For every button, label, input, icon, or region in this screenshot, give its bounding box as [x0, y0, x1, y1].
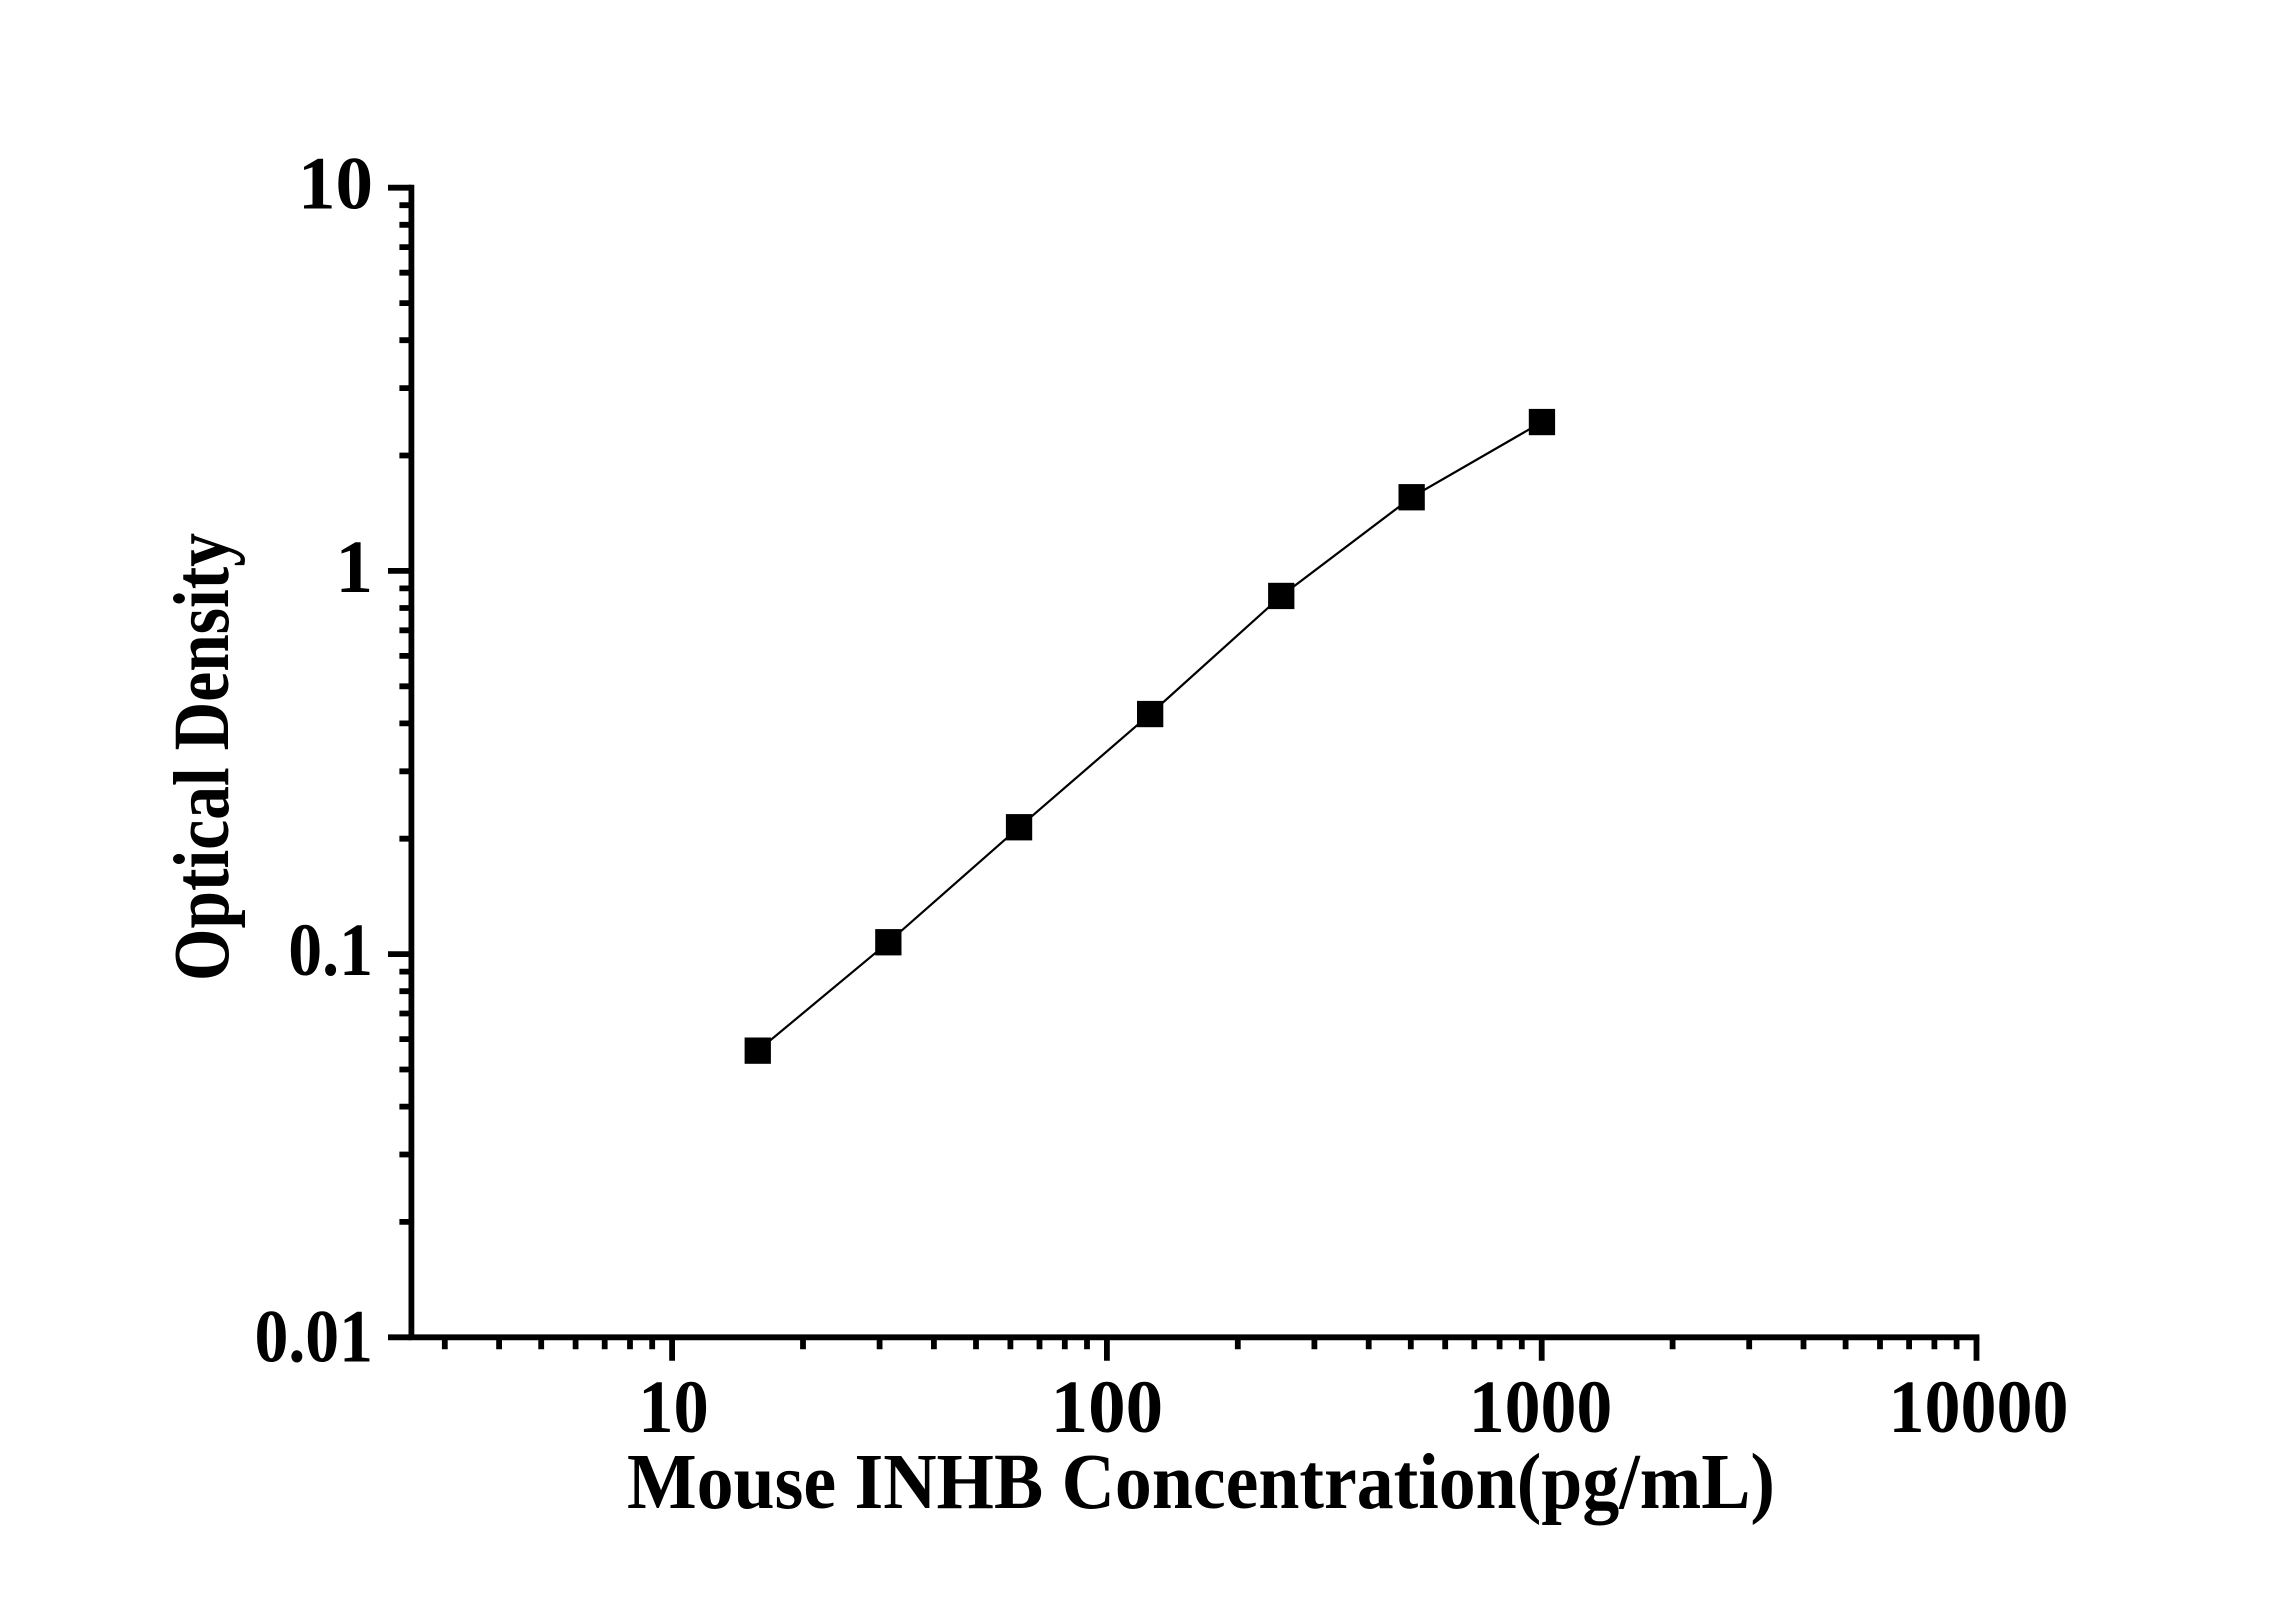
- svg-text:0.1: 0.1: [288, 909, 373, 992]
- svg-text:10: 10: [298, 143, 373, 226]
- svg-text:10: 10: [638, 1366, 709, 1449]
- svg-text:1000: 1000: [1469, 1366, 1613, 1449]
- svg-text:Mouse INHB Concentration(pg/mL: Mouse INHB Concentration(pg/mL): [627, 1439, 1775, 1526]
- svg-text:10000: 10000: [1889, 1366, 2069, 1449]
- svg-text:Optical Density: Optical Density: [159, 533, 246, 981]
- svg-text:1: 1: [336, 526, 374, 609]
- svg-text:100: 100: [1051, 1366, 1164, 1449]
- svg-text:0.01: 0.01: [255, 1295, 374, 1378]
